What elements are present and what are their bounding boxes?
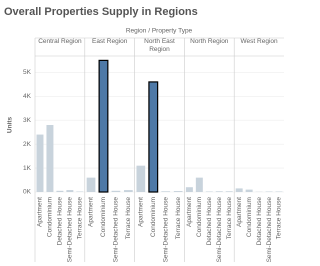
x-tick-label: Apartment [186, 197, 193, 227]
bar [66, 190, 74, 192]
chart-svg: Overall Properties Supply in Regions Reg… [4, 6, 284, 263]
bar [136, 165, 146, 192]
bar [161, 191, 171, 192]
y-tick-label: 1K [23, 165, 32, 172]
chart: Overall Properties Supply in Regions Reg… [4, 6, 284, 263]
bar [225, 191, 233, 192]
x-tick-label: Semi-Detached House [266, 197, 273, 263]
x-tick-label: Terrace House [175, 197, 182, 240]
facet-header: North East Region [144, 38, 175, 53]
x-tick-label: Apartment [37, 197, 44, 227]
x-tick-label: Condominium [246, 197, 253, 237]
x-tick-label: Terrace House [77, 197, 84, 240]
x-tick-label: Terrace House [276, 197, 283, 240]
bar [86, 177, 96, 192]
bar [215, 191, 223, 192]
x-tick-label: Detached House [57, 197, 64, 246]
x-tick-label: Semi-Detached House [113, 197, 120, 263]
bar [245, 189, 253, 192]
x-tick-label: Detached House [256, 197, 263, 246]
x-tick-label: Semi-Detached House [162, 197, 169, 263]
x-tick-label: Semi-Detached House [216, 197, 223, 263]
bar [56, 190, 64, 192]
bar [235, 188, 243, 192]
facet-header: West Region [240, 38, 278, 45]
x-tick-label: Apartment [236, 197, 243, 227]
bar [46, 125, 54, 192]
bar [173, 191, 183, 192]
x-tick-label: Detached House [206, 197, 213, 246]
y-tick-label: 2K [23, 141, 32, 148]
bar [148, 81, 159, 193]
facet-header: East Region [91, 38, 128, 45]
x-tick-label: Condominium [150, 197, 157, 237]
x-tick-label: Terrace House [125, 197, 132, 240]
x-tick-label: Semi-Detached House [67, 197, 74, 263]
facet-header: Central Region [38, 38, 82, 45]
bar [36, 134, 44, 192]
x-tick-label: Terrace House [226, 197, 233, 240]
header-label: Region / Property Type [126, 28, 193, 35]
x-tick-label: Condominium [47, 197, 54, 237]
bar [195, 177, 203, 192]
y-tick-label: 3K [23, 117, 32, 124]
y-axis-label: Units [7, 116, 14, 133]
bar [185, 187, 193, 192]
x-tick-label: Condominium [196, 197, 203, 237]
facet-header: North Region [190, 38, 229, 45]
y-tick-label: 0K [23, 189, 32, 196]
x-tick-label: Condominium [100, 197, 107, 237]
chart-title: Overall Properties Supply in Regions [4, 6, 198, 18]
bar [111, 190, 121, 192]
x-tick-label: Apartment [138, 197, 145, 227]
bar [124, 190, 133, 192]
y-tick-label: 5K [23, 69, 32, 76]
x-tick-label: Apartment [88, 197, 95, 227]
bar [98, 59, 109, 193]
y-tick-label: 4K [23, 93, 32, 100]
